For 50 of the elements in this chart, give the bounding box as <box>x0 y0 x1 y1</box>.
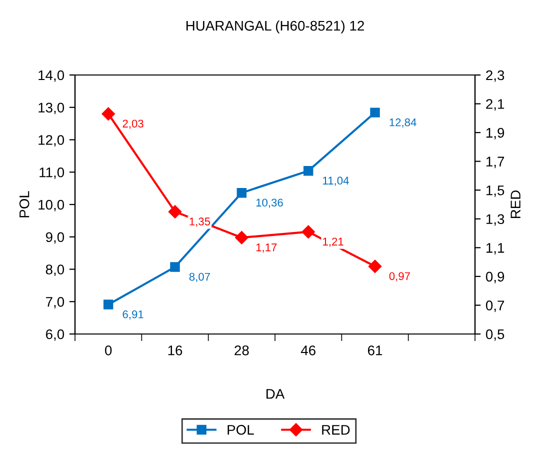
y-axis-title: POL <box>19 191 30 218</box>
y2-tick-label: 0,5 <box>486 329 504 341</box>
y2-tick-label: 0,7 <box>486 300 504 312</box>
point <box>235 231 248 244</box>
y-tick-label: 9,0 <box>46 232 64 244</box>
point <box>102 107 115 120</box>
point <box>368 260 382 273</box>
point <box>370 108 380 118</box>
y2-tick-label: 1,1 <box>486 243 504 254</box>
data-label: 1,17 <box>256 244 277 253</box>
data-label: 12,84 <box>390 118 416 128</box>
data-label: 10,36 <box>256 198 283 208</box>
point <box>103 300 114 310</box>
data-label: 1,35 <box>190 218 210 227</box>
y-tick-label: 10,0 <box>38 200 64 212</box>
x-tick-label: 16 <box>168 345 182 356</box>
y2-tick-label: 1,5 <box>486 186 504 197</box>
data-label: 2,03 <box>122 120 144 129</box>
data-label: 11,04 <box>323 176 349 186</box>
y-tick-label: 6,0 <box>46 329 64 341</box>
x-tick-label: 46 <box>300 345 316 356</box>
x-tick-label: 28 <box>234 345 249 356</box>
x-tick-label: 0 <box>105 345 112 356</box>
data-label: 6,91 <box>122 310 144 320</box>
y2-axis-title: RED <box>510 190 520 218</box>
y-tick-label: 12,0 <box>38 135 64 147</box>
y-tick-label: 13,0 <box>38 102 64 114</box>
point <box>303 166 314 176</box>
point <box>170 262 180 272</box>
y-tick-label: 8,0 <box>46 264 64 276</box>
point <box>168 205 182 218</box>
y2-tick-label: 1,9 <box>486 128 504 140</box>
legend-label: RED <box>322 425 350 435</box>
y2-tick-label: 1,7 <box>486 156 504 168</box>
y2-tick-label: 0,9 <box>486 272 504 284</box>
y-tick-label: 7,0 <box>46 296 64 308</box>
y-tick-label: 14,0 <box>38 70 64 82</box>
y2-tick-label: 2,1 <box>486 99 504 111</box>
y2-tick-label: 2,3 <box>486 70 504 82</box>
x-axis-title: DA <box>266 389 285 399</box>
y-tick-label: 11,0 <box>40 167 64 179</box>
point <box>302 225 315 238</box>
legend-label: POL <box>228 424 254 435</box>
data-label: 1,21 <box>323 238 344 247</box>
data-label: 0,97 <box>389 272 410 282</box>
y2-tick-label: 1,3 <box>486 214 504 226</box>
x-tick-label: 61 <box>368 345 382 356</box>
chart-title: HUARANGAL (H60-8521) 12 <box>186 20 364 34</box>
data-label: 8,07 <box>189 272 210 282</box>
point <box>236 188 247 198</box>
